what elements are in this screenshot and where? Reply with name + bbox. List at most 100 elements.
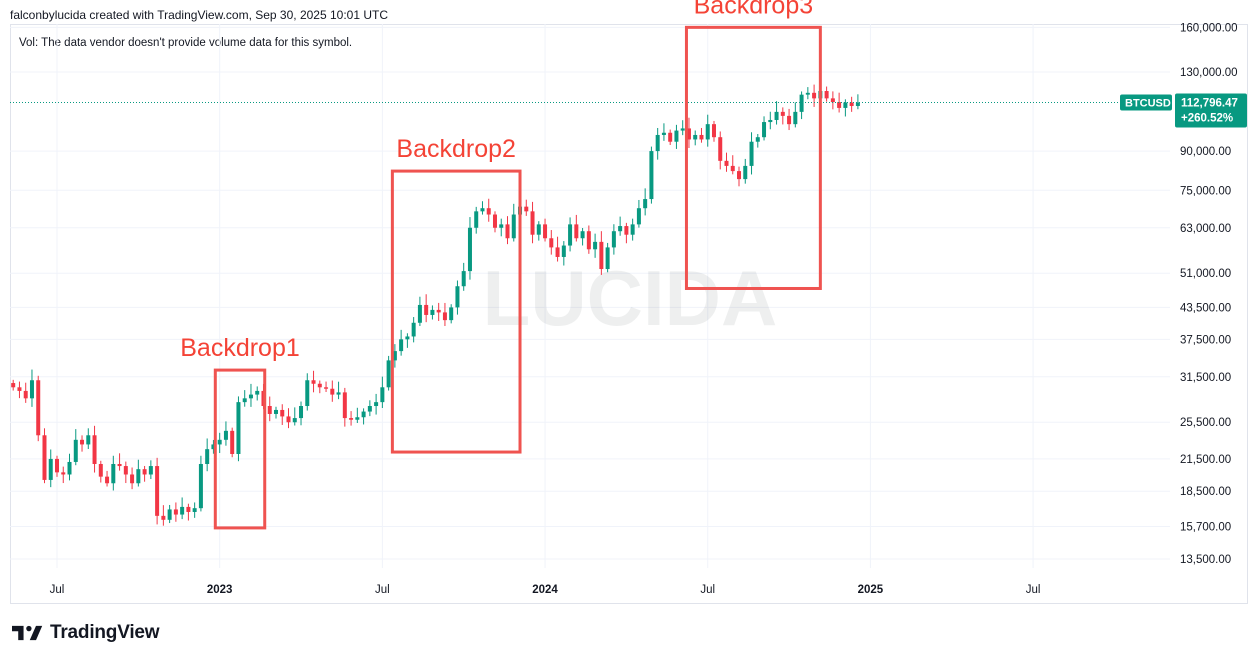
candle-body xyxy=(411,322,416,337)
candle xyxy=(136,459,141,487)
candle xyxy=(424,294,429,323)
candle-body xyxy=(355,417,360,420)
candle-body xyxy=(718,137,723,161)
candle-body xyxy=(737,171,742,180)
candle xyxy=(299,401,304,426)
candle xyxy=(349,411,354,426)
candle-body xyxy=(367,406,372,412)
chart-frame[interactable] xyxy=(10,24,1248,604)
candle-body xyxy=(705,124,710,140)
candle-body xyxy=(148,466,153,475)
candle-body xyxy=(680,128,685,131)
candle-body xyxy=(29,380,34,399)
candle-body xyxy=(105,476,110,484)
candle xyxy=(61,466,66,484)
candle-body xyxy=(661,132,666,135)
candle-body xyxy=(843,102,848,108)
candle xyxy=(317,380,322,394)
candle-body xyxy=(711,124,716,138)
candle-body xyxy=(743,165,748,180)
candle-body xyxy=(48,458,53,480)
candle-body xyxy=(611,231,616,248)
candle-body xyxy=(505,224,510,239)
candle xyxy=(855,94,860,110)
candle xyxy=(580,228,585,246)
candle-body xyxy=(762,122,767,138)
candle-body xyxy=(186,506,191,512)
candle xyxy=(236,396,241,462)
candle-body xyxy=(430,309,435,315)
candle xyxy=(530,201,535,244)
candle-body xyxy=(442,312,447,321)
tradingview-logo[interactable]: TradingView xyxy=(12,622,160,644)
candle xyxy=(762,116,767,141)
price-tick-label: 75,000.00 xyxy=(1180,185,1231,197)
candle-body xyxy=(574,224,579,239)
price-tick-label: 160,000.00 xyxy=(1180,22,1238,34)
candle xyxy=(536,221,541,241)
highlight-box[interactable]: Backdrop2 xyxy=(390,135,522,454)
candle-body xyxy=(643,199,648,209)
candle xyxy=(718,131,723,170)
time-tick-label: Jul xyxy=(375,584,390,596)
candle-body xyxy=(11,383,16,388)
candle xyxy=(680,120,685,136)
candle xyxy=(780,107,785,125)
candle-body xyxy=(55,458,59,473)
candle-body xyxy=(392,351,397,361)
candle xyxy=(148,460,153,480)
candle-body xyxy=(73,439,78,462)
candle xyxy=(186,503,191,521)
highlight-box[interactable]: Backdrop3 xyxy=(684,0,822,290)
volume-note: Vol: The data vendor doesn't provide vol… xyxy=(19,37,353,49)
candle-body xyxy=(330,388,335,395)
candle-body xyxy=(111,463,116,484)
candle xyxy=(749,132,754,175)
candle-body xyxy=(543,224,548,239)
candle-body xyxy=(167,509,172,520)
candle-body xyxy=(824,91,829,99)
candle xyxy=(618,216,623,236)
candle-body xyxy=(855,102,860,106)
candle xyxy=(98,460,103,483)
candle-body xyxy=(399,339,404,352)
candle-body xyxy=(349,418,354,420)
candle xyxy=(36,375,41,442)
candle-body xyxy=(317,383,322,388)
candle xyxy=(624,222,629,244)
symbol-badge xyxy=(1120,94,1172,111)
candle xyxy=(787,108,792,131)
candle xyxy=(737,166,742,187)
highlight-box-label: Backdrop3 xyxy=(694,0,814,19)
candle-body xyxy=(549,238,554,248)
candle xyxy=(29,369,34,407)
candle-body xyxy=(511,214,516,239)
price-tick-label: 63,000.00 xyxy=(1180,223,1231,235)
candle xyxy=(730,155,735,175)
candle-body xyxy=(461,271,466,287)
candle xyxy=(324,381,329,392)
candle xyxy=(599,231,604,275)
candle xyxy=(361,408,366,425)
candle xyxy=(355,407,360,423)
candle-body xyxy=(361,411,366,418)
candle-body xyxy=(417,304,422,323)
candle xyxy=(223,421,228,446)
candle xyxy=(474,206,479,234)
highlight-box[interactable]: Backdrop1 xyxy=(180,334,300,530)
candle-body xyxy=(286,416,291,423)
candle xyxy=(67,453,72,481)
candle-body xyxy=(230,430,235,454)
price-label-badge: BTCUSD 112,796.47 +260.52% xyxy=(1120,93,1247,128)
candle xyxy=(630,218,635,241)
candle xyxy=(711,120,716,142)
candle-body xyxy=(386,360,391,388)
candle-body xyxy=(223,430,228,440)
time-tick-label: 2025 xyxy=(858,584,884,596)
candle-body xyxy=(92,435,97,464)
candle-body xyxy=(730,165,735,172)
candle xyxy=(405,333,410,348)
candle xyxy=(380,376,385,409)
candle xyxy=(568,217,573,252)
